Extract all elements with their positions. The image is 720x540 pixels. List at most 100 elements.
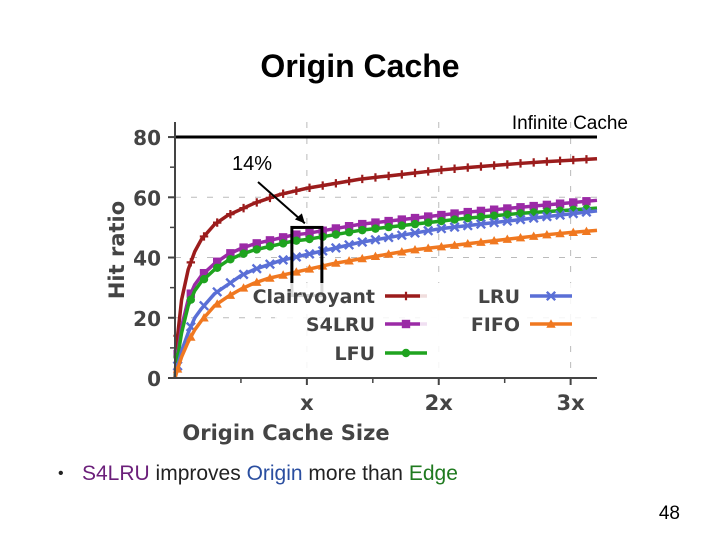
- data-point-s4lru: [489, 205, 499, 214]
- data-point-clairvoyant: [582, 155, 591, 164]
- data-point-lfu: [252, 245, 261, 254]
- data-point-clairvoyant: [371, 173, 380, 182]
- data-point-lfu: [344, 228, 354, 237]
- infinite-cache-label: Infinite Cache: [512, 113, 628, 134]
- bullet-origin: Origin: [246, 462, 303, 485]
- data-point-lru: [396, 230, 407, 241]
- data-point-fifo: [397, 247, 407, 256]
- data-point-lru: [489, 217, 500, 228]
- data-point-fifo: [383, 249, 394, 258]
- data-point-fifo: [199, 313, 209, 322]
- x-tick-label: 3x: [557, 391, 586, 415]
- data-point-s4lru: [542, 200, 552, 210]
- data-point-clairvoyant: [489, 161, 499, 170]
- legend-marker-fifo: [546, 319, 556, 328]
- data-point-lfu: [450, 215, 459, 224]
- data-point-fifo: [463, 238, 473, 248]
- data-point-lru: [264, 259, 275, 270]
- data-point-s4lru: [384, 216, 393, 226]
- legend-label-s4lru: S4LRU: [306, 314, 375, 336]
- bullet-point: • S4LRU improves Origin more than Edge: [58, 462, 458, 486]
- bullet-text-2: more than: [302, 462, 409, 485]
- data-point-clairvoyant: [213, 218, 222, 227]
- data-point-clairvoyant: [529, 158, 538, 167]
- data-point-lru: [291, 251, 302, 262]
- data-point-s4lru: [305, 228, 314, 238]
- data-point-fifo: [238, 283, 249, 292]
- data-point-s4lru: [555, 199, 565, 208]
- data-point-lfu: [463, 213, 472, 223]
- data-point-clairvoyant: [410, 168, 420, 178]
- x-axis-label: Origin Cache Size: [182, 421, 389, 445]
- data-point-lfu: [226, 255, 235, 264]
- data-point-fifo: [291, 267, 302, 276]
- data-point-lfu: [265, 242, 275, 251]
- data-point-fifo: [555, 228, 565, 238]
- data-point-lru: [515, 214, 526, 225]
- data-point-lfu: [305, 234, 314, 244]
- data-point-clairvoyant: [463, 163, 472, 172]
- data-point-lru: [423, 225, 434, 236]
- data-point-s4lru: [199, 268, 209, 278]
- y-tick-label: 20: [133, 307, 161, 331]
- data-point-lfu: [199, 275, 209, 284]
- data-point-s4lru: [278, 233, 288, 242]
- data-point-fifo: [410, 244, 420, 254]
- data-point-fifo: [212, 299, 222, 308]
- data-point-s4lru: [450, 209, 459, 218]
- data-point-lru: [581, 207, 592, 218]
- data-point-clairvoyant: [437, 165, 446, 175]
- data-point-lru: [330, 242, 341, 253]
- data-point-fifo: [331, 258, 341, 267]
- data-point-lru: [462, 220, 473, 231]
- data-point-fifo: [304, 264, 315, 273]
- data-point-clairvoyant: [542, 157, 552, 166]
- data-point-s4lru: [292, 230, 301, 239]
- data-point-fifo: [344, 256, 354, 265]
- data-point-clairvoyant: [305, 183, 314, 193]
- data-point-s4lru: [397, 215, 407, 224]
- data-point-clairvoyant: [344, 176, 354, 186]
- data-point-s4lru: [371, 218, 380, 227]
- data-point-lru: [370, 234, 381, 245]
- data-point-s4lru: [410, 213, 420, 223]
- data-point-clairvoyant: [384, 171, 393, 181]
- legend-marker-lfu: [401, 348, 411, 358]
- data-point-clairvoyant: [186, 258, 196, 267]
- data-point-fifo: [225, 290, 236, 299]
- data-point-clairvoyant: [252, 198, 261, 207]
- data-point-clairvoyant: [292, 186, 301, 195]
- data-point-lfu: [239, 249, 248, 258]
- data-point-lfu: [278, 239, 288, 248]
- data-point-s4lru: [529, 201, 538, 211]
- data-point-lfu: [397, 221, 407, 230]
- data-point-clairvoyant: [424, 167, 433, 176]
- data-point-clairvoyant: [265, 193, 275, 203]
- data-point-lru: [198, 300, 210, 311]
- legend-label-lfu: LFU: [334, 343, 375, 365]
- data-point-s4lru: [252, 239, 261, 248]
- data-point-clairvoyant: [516, 159, 525, 168]
- data-point-s4lru: [437, 210, 446, 220]
- data-point-lfu: [437, 216, 446, 226]
- data-point-clairvoyant: [239, 203, 248, 213]
- slide-title: Origin Cache: [260, 48, 460, 84]
- data-point-s4lru: [331, 224, 341, 233]
- data-point-s4lru: [358, 219, 367, 229]
- annotation-label: 14%: [232, 153, 272, 175]
- data-point-lru: [383, 232, 394, 243]
- data-point-lfu: [384, 222, 393, 232]
- data-point-lru: [238, 269, 249, 280]
- data-point-s4lru: [239, 243, 248, 252]
- data-point-fifo: [252, 277, 262, 286]
- data-point-lru: [225, 277, 236, 288]
- data-point-lru: [568, 208, 579, 219]
- data-point-lfu: [358, 225, 367, 235]
- data-point-fifo: [476, 237, 486, 246]
- legend-label-fifo: FIFO: [471, 314, 520, 336]
- data-point-lfu: [292, 236, 301, 245]
- data-point-s4lru: [463, 207, 472, 217]
- data-point-fifo: [529, 231, 539, 240]
- data-point-lfu: [371, 224, 380, 233]
